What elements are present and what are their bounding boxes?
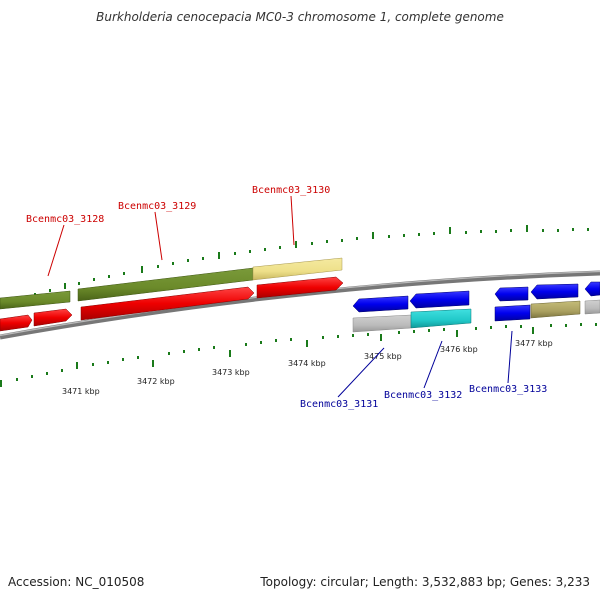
scale-label: 3477 kbp — [515, 339, 553, 348]
gene-arrow-reverse[interactable] — [409, 290, 470, 309]
label-leaders — [47, 195, 513, 398]
gene-track-forward — [0, 276, 344, 332]
gene-arrow-forward[interactable] — [0, 314, 33, 332]
scale-label: 3471 kbp — [62, 387, 100, 396]
gene-arrow-reverse[interactable] — [494, 286, 529, 302]
gene-arrow-forward[interactable] — [256, 276, 344, 299]
genome-summary-text: Topology: circular; Length: 3,532,883 bp… — [260, 575, 590, 589]
gene-arrow-reverse[interactable] — [530, 283, 579, 300]
gene-label[interactable]: Bcenmc03_3130 — [252, 185, 330, 196]
gene-track-reverse — [352, 281, 600, 313]
gene-label[interactable]: Bcenmc03_3129 — [118, 201, 196, 212]
feature-block[interactable] — [530, 300, 581, 319]
feature-block[interactable] — [352, 314, 412, 333]
gene-label[interactable]: Bcenmc03_3131 — [300, 399, 378, 410]
feature-block[interactable] — [410, 308, 472, 329]
gene-arrow-reverse[interactable] — [352, 295, 409, 313]
feature-block[interactable] — [0, 290, 71, 310]
accession-text: Accession: NC_010508 — [8, 575, 145, 589]
map-title: Burkholderia cenocepacia MC0-3 chromosom… — [96, 10, 504, 24]
inner-tick-ring — [0, 323, 597, 387]
feature-track-forward-1 — [0, 257, 343, 310]
gene-label[interactable]: Bcenmc03_3128 — [26, 214, 104, 225]
outer-tick-ring — [5, 225, 589, 304]
scale-label: 3474 kbp — [288, 359, 326, 368]
scale-label: 3476 kbp — [440, 345, 478, 354]
feature-block[interactable] — [584, 299, 600, 315]
scale-label: 3472 kbp — [137, 377, 175, 386]
feature-track-reverse — [352, 299, 600, 333]
gene-arrow-forward[interactable] — [80, 286, 255, 321]
gene-label[interactable]: Bcenmc03_3132 — [384, 390, 462, 401]
gene-arrow-forward[interactable] — [33, 308, 73, 327]
genome-backbone — [0, 270, 600, 340]
scale-label: 3475 kbp — [364, 352, 402, 361]
feature-block[interactable] — [494, 304, 531, 322]
feature-block[interactable] — [252, 257, 343, 281]
gene-label[interactable]: Bcenmc03_3133 — [469, 384, 547, 395]
gene-arrow-reverse[interactable] — [584, 281, 600, 297]
scale-label: 3473 kbp — [212, 368, 250, 377]
